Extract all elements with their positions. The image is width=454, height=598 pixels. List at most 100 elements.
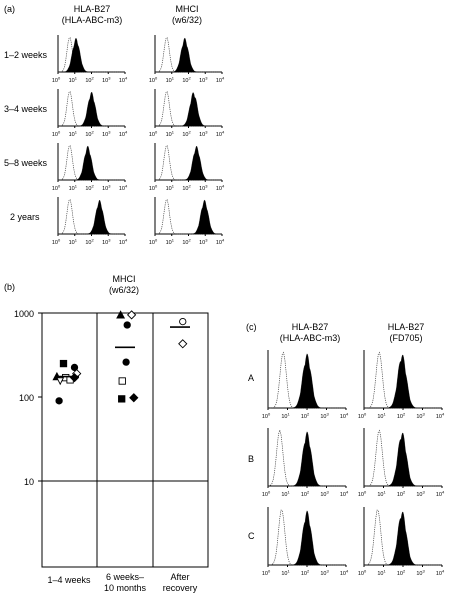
hist-x-tick-label: 102 bbox=[182, 184, 191, 193]
hist-x-tick-label: 101 bbox=[69, 130, 78, 139]
hist-x-tick-label: 101 bbox=[166, 238, 175, 247]
hist-x-tick-label: 104 bbox=[340, 412, 349, 421]
hist-x-tick-label: 102 bbox=[301, 412, 310, 421]
panel-b-subtitle: (w6/32) bbox=[109, 285, 139, 295]
panel-a-row-label: 1–2 weeks bbox=[4, 50, 48, 60]
panel-a-histograms: 100 101 102 103 104 100 101 102 103 104 100 101 102 1… bbox=[52, 35, 225, 246]
hist-x-tick-label: 100 bbox=[358, 569, 367, 578]
hist-x-tick-label: 103 bbox=[199, 238, 208, 247]
panel-b-points bbox=[52, 310, 190, 405]
panel-b-group-label: After bbox=[170, 572, 189, 582]
stained-histogram bbox=[364, 432, 442, 487]
hist-x-tick-label: 104 bbox=[340, 569, 349, 578]
hist-x-tick-label: 100 bbox=[262, 490, 271, 499]
control-histogram bbox=[58, 199, 125, 235]
data-point bbox=[116, 310, 126, 319]
hist-x-tick-label: 103 bbox=[199, 184, 208, 193]
data-point bbox=[129, 393, 139, 403]
hist-x-tick-label: 101 bbox=[377, 569, 386, 578]
hist-x-tick-label: 100 bbox=[358, 490, 367, 499]
hist-x-tick-label: 100 bbox=[262, 412, 271, 421]
stained-histogram bbox=[364, 511, 442, 566]
hist-x-tick-label: 104 bbox=[216, 238, 225, 247]
hist-x-tick-label: 100 bbox=[149, 238, 158, 247]
hist-x-tick-label: 101 bbox=[377, 412, 386, 421]
stained-histogram bbox=[268, 431, 346, 487]
stained-histogram bbox=[155, 199, 222, 235]
stained-histogram bbox=[58, 37, 125, 73]
panel-b-frame bbox=[41, 312, 209, 568]
hist-x-tick-label: 101 bbox=[281, 490, 290, 499]
hist-x-tick-label: 102 bbox=[182, 130, 191, 139]
hist-x-tick-label: 102 bbox=[301, 569, 310, 578]
hist-x-tick-label: 101 bbox=[69, 76, 78, 85]
hist-x-tick-label: 100 bbox=[52, 130, 61, 139]
panel-a-label: (a) bbox=[4, 4, 15, 14]
hist-x-tick-label: 103 bbox=[199, 130, 208, 139]
panel-c-histograms: 100 101 102 103 104 100 101 102 103 104 100 101 102 1… bbox=[262, 350, 445, 577]
hist-x-tick-label: 104 bbox=[340, 490, 349, 499]
panel-b-group-label: recovery bbox=[163, 583, 198, 593]
panel-c-col1-subtitle: (HLA-ABC-m3) bbox=[280, 333, 341, 343]
panel-b-ytick-label: 1000 bbox=[14, 309, 34, 319]
panel-c-row-label: A bbox=[248, 373, 254, 383]
hist-x-tick-label: 104 bbox=[216, 184, 225, 193]
hist-x-tick-label: 102 bbox=[182, 238, 191, 247]
hist-x-tick-label: 102 bbox=[397, 569, 406, 578]
stained-histogram bbox=[268, 353, 346, 409]
hist-x-tick-label: 104 bbox=[436, 412, 445, 421]
stained-histogram bbox=[268, 510, 346, 566]
hist-x-tick-label: 102 bbox=[182, 76, 191, 85]
hist-x-tick-label: 103 bbox=[102, 130, 111, 139]
stained-histogram bbox=[155, 92, 222, 127]
hist-x-tick-label: 102 bbox=[397, 412, 406, 421]
panel-b-group-label: 1–4 weeks bbox=[47, 575, 91, 585]
hist-x-tick-label: 102 bbox=[397, 490, 406, 499]
panel-b-group-label: 6 weeks– bbox=[106, 572, 144, 582]
panel-b-label: (b) bbox=[4, 282, 15, 292]
data-point bbox=[70, 363, 79, 372]
control-histogram bbox=[58, 37, 125, 73]
stained-histogram bbox=[364, 354, 442, 409]
hist-x-tick-label: 104 bbox=[216, 76, 225, 85]
data-point bbox=[126, 310, 137, 320]
hist-x-tick-label: 104 bbox=[436, 490, 445, 499]
hist-x-tick-label: 100 bbox=[149, 76, 158, 85]
hist-x-tick-label: 104 bbox=[119, 76, 128, 85]
panel-c-row-label: C bbox=[248, 531, 255, 541]
hist-x-tick-label: 103 bbox=[416, 412, 425, 421]
hist-x-tick-label: 103 bbox=[320, 569, 329, 578]
hist-x-tick-label: 102 bbox=[301, 490, 310, 499]
hist-x-tick-label: 104 bbox=[119, 130, 128, 139]
stained-histogram bbox=[155, 146, 222, 181]
hist-x-tick-label: 100 bbox=[358, 412, 367, 421]
hist-x-tick-label: 100 bbox=[262, 569, 271, 578]
hist-x-tick-label: 104 bbox=[119, 238, 128, 247]
data-point bbox=[122, 358, 130, 366]
data-point bbox=[118, 377, 126, 385]
panel-c-col2-subtitle: (FD705) bbox=[389, 333, 422, 343]
panel-b-ytick-label: 10 bbox=[24, 477, 34, 487]
hist-x-tick-label: 102 bbox=[85, 238, 94, 247]
hist-x-tick-label: 103 bbox=[102, 238, 111, 247]
hist-x-tick-label: 102 bbox=[85, 184, 94, 193]
stained-histogram bbox=[58, 91, 125, 127]
hist-x-tick-label: 104 bbox=[436, 569, 445, 578]
panel-c-col2-title: HLA-B27 bbox=[388, 322, 425, 332]
hist-x-tick-label: 103 bbox=[102, 184, 111, 193]
hist-x-tick-label: 103 bbox=[102, 76, 111, 85]
hist-x-tick-label: 101 bbox=[166, 184, 175, 193]
control-histogram bbox=[155, 199, 222, 235]
hist-x-tick-label: 101 bbox=[281, 412, 290, 421]
panel-a-row-label: 5–8 weeks bbox=[4, 158, 48, 168]
panel-a-row-label: 3–4 weeks bbox=[4, 104, 48, 114]
panel-c-col1-title: HLA-B27 bbox=[292, 322, 329, 332]
hist-x-tick-label: 100 bbox=[149, 184, 158, 193]
data-point bbox=[123, 321, 131, 329]
panel-a-col1-title: HLA-B27 bbox=[74, 4, 111, 14]
panel-b-group-label: 10 months bbox=[104, 583, 147, 593]
stained-histogram bbox=[58, 145, 125, 181]
data-point bbox=[178, 339, 188, 349]
hist-x-tick-label: 100 bbox=[52, 76, 61, 85]
